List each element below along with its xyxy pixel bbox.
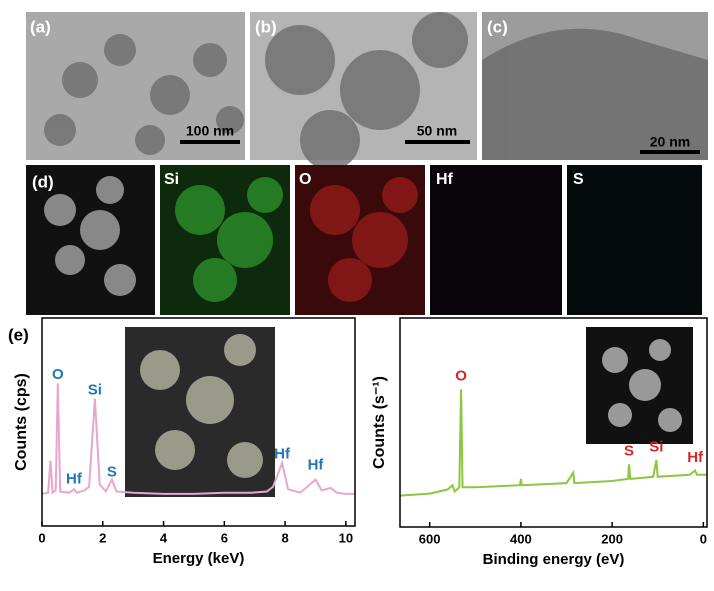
peak-label: S: [107, 463, 117, 480]
spectrum-line: [41, 383, 355, 495]
x-tick-label: 8: [281, 530, 288, 545]
x-tick-label: 600: [419, 531, 441, 546]
s-map: [567, 165, 702, 315]
spectrum-line: [399, 389, 707, 497]
plot-frame: [41, 317, 356, 527]
map-label: Hf: [436, 171, 454, 188]
x-tick-label: 400: [510, 531, 532, 546]
particles: [44, 12, 708, 170]
peak-label: Si: [88, 381, 102, 398]
x-tick-label: 10: [339, 530, 353, 545]
plot-frame: [399, 317, 708, 528]
panel-label: (b): [255, 17, 277, 36]
scale-label: 50 nm: [417, 123, 457, 139]
y-axis-label: Counts (s⁻¹): [371, 376, 388, 469]
x-tick-label: 4: [160, 530, 168, 545]
panel-label: (a): [30, 17, 51, 36]
peak-label: Hf: [687, 449, 704, 466]
x-tick-label: 6: [221, 530, 228, 545]
x-tick-label: 200: [601, 531, 623, 546]
x-tick-label: 0: [700, 531, 707, 546]
particles: [602, 339, 682, 432]
x-axis-label: Energy (keV): [153, 550, 245, 567]
peak-label: Hf: [274, 446, 291, 463]
y-axis-label: Counts (cps): [13, 373, 30, 471]
peak-label: S: [624, 443, 634, 460]
particles: [140, 334, 263, 478]
map-signal: [310, 177, 418, 302]
particles: [44, 176, 136, 296]
panel-label: (c): [487, 17, 508, 36]
peak-label: O: [52, 366, 64, 383]
scale-label: 100 nm: [186, 123, 234, 139]
scale-label: 20 nm: [650, 134, 690, 150]
map-signal: [175, 177, 283, 302]
map-label: O: [299, 171, 311, 188]
panel-label: (e): [8, 325, 29, 344]
hf-map: [430, 165, 562, 315]
map-label: Si: [164, 171, 179, 188]
map-label: S: [573, 171, 584, 188]
peak-label: Hf: [308, 456, 325, 473]
panel-label: (d): [32, 172, 54, 191]
x-tick-label: 0: [38, 530, 45, 545]
peak-label: Si: [649, 439, 663, 456]
x-tick-label: 2: [99, 530, 106, 545]
peak-label: O: [455, 367, 467, 384]
peak-label: Hf: [66, 471, 83, 488]
x-axis-label: Binding energy (eV): [483, 551, 625, 568]
